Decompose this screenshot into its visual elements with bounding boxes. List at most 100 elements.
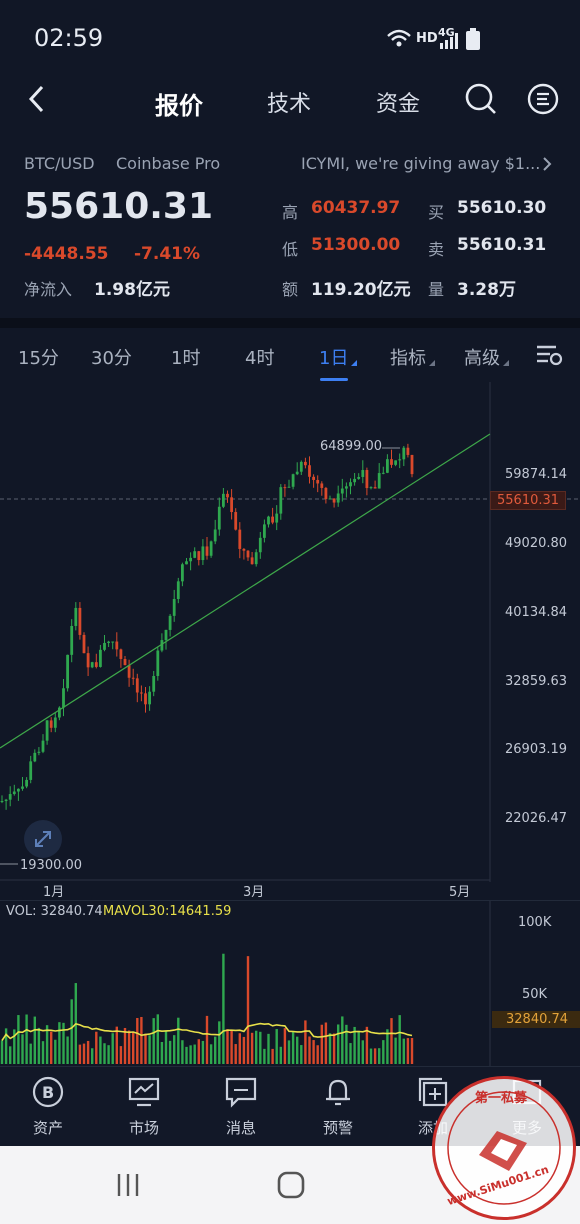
price-chart[interactable]: 64899.00 59874.14 55610.31 49020.80 4013… [0, 382, 580, 900]
nav-market-label: 市场 [128, 1119, 159, 1137]
candle-body [62, 688, 65, 708]
tf-30m[interactable]: 30分 [91, 348, 132, 369]
candle-body [201, 546, 205, 561]
high-label: 高 [282, 203, 299, 222]
nav-alerts[interactable]: 预警 [303, 1075, 373, 1138]
candle-body [271, 516, 274, 523]
volume-chart[interactable]: VOL: 32840.74 MAVOL30:14641.59 100K 50K … [0, 900, 580, 1066]
candle-body [353, 478, 356, 483]
candle-body [103, 642, 106, 650]
volume-bar [160, 1041, 164, 1064]
candle-body [140, 692, 143, 694]
svg-text:B: B [42, 1083, 54, 1102]
candle-body [131, 677, 135, 679]
expand-button[interactable] [24, 820, 62, 858]
volume-bar [218, 1021, 221, 1064]
home-icon[interactable] [276, 1170, 306, 1200]
tf-advanced[interactable]: 高级 [464, 344, 509, 370]
volume-bar [410, 1037, 414, 1064]
volume-bar [201, 1040, 205, 1064]
volume-bar [267, 1033, 270, 1064]
tab-technical[interactable]: 技术 [267, 92, 312, 117]
pair-label: BTC/USD [24, 154, 95, 173]
menu-icon[interactable] [526, 82, 560, 116]
amount-value: 119.20亿元 [311, 280, 411, 300]
candle-body [398, 459, 402, 461]
candle-body [394, 460, 397, 465]
dropdown-icon [351, 360, 358, 366]
candle-body [70, 625, 74, 655]
chart-settings-icon[interactable] [536, 342, 564, 368]
tf-4h[interactable]: 4时 [245, 348, 275, 369]
exchange-label[interactable]: Coinbase Pro [116, 154, 221, 173]
volume-bar [111, 1033, 114, 1064]
volume-bar [320, 1024, 323, 1064]
volume-bar [140, 1016, 143, 1064]
volume-bar [197, 1039, 200, 1064]
volume-bar [119, 1046, 123, 1064]
candle-body [377, 473, 381, 489]
bitcoin-icon: B [32, 1076, 64, 1108]
candle-body [115, 641, 119, 650]
tf-15m[interactable]: 15分 [18, 348, 59, 369]
volume-bar [341, 1016, 344, 1064]
vol-tick-50k: 50K [522, 987, 548, 1002]
candle-body [197, 551, 201, 561]
volume-bar [209, 1044, 213, 1064]
volume-bar [353, 1026, 356, 1064]
volume-bar [58, 1022, 61, 1064]
volume-bar [148, 1035, 151, 1064]
volume-bar [312, 1040, 315, 1064]
volume-bar [62, 1022, 65, 1064]
volume-bar [41, 1041, 45, 1064]
candle-body [275, 513, 279, 523]
candle-body [185, 561, 188, 565]
news-ticker[interactable]: ICYMI, we're giving away $1.... [301, 154, 541, 173]
candle-body [12, 791, 16, 795]
search-icon[interactable] [464, 82, 498, 116]
tab-funds[interactable]: 资金 [376, 92, 421, 117]
nav-assets[interactable]: B 资产 [13, 1075, 83, 1138]
tf-1d[interactable]: 1日 [319, 344, 358, 370]
nav-market[interactable]: 市场 [109, 1075, 179, 1138]
candle-body [230, 497, 233, 513]
amount-label: 额 [282, 280, 299, 299]
volume-bar [168, 1040, 172, 1064]
volume-bar [382, 1040, 385, 1064]
tf-1h[interactable]: 1时 [171, 348, 201, 369]
volume-bar [173, 1035, 176, 1064]
tf-indicators[interactable]: 指标 [390, 344, 435, 370]
candle-body [8, 794, 12, 800]
volume-bar [308, 1036, 311, 1064]
volume-bar [164, 1030, 168, 1064]
candle-body [222, 493, 225, 507]
candle-body [58, 707, 61, 718]
volume-bar [78, 1044, 82, 1064]
candle-body [53, 717, 57, 728]
candle-body [176, 581, 180, 599]
candle-body [279, 487, 283, 514]
volume-bar [373, 1048, 377, 1064]
volume-bar [50, 1031, 53, 1064]
low-value: 51300.00 [311, 235, 401, 255]
candle-body [213, 529, 217, 542]
back-icon[interactable] [26, 84, 48, 114]
recent-apps-icon[interactable] [116, 1172, 142, 1198]
y-tick-4: 32859.63 [505, 674, 568, 689]
volume-bar [369, 1048, 373, 1064]
chevron-right-icon[interactable] [542, 156, 552, 172]
trend-line [0, 433, 491, 749]
nav-messages[interactable]: 消息 [206, 1075, 276, 1138]
min-marker [0, 863, 18, 865]
volume-bar [103, 1043, 106, 1064]
candle-body [299, 461, 303, 472]
volume-bar [345, 1024, 348, 1064]
tab-quote[interactable]: 报价 [155, 92, 203, 120]
y-tick-5: 26903.19 [505, 742, 568, 757]
volume-bar [398, 1015, 401, 1064]
volume-bar [66, 1036, 69, 1064]
volume-bar [181, 1040, 184, 1064]
volume-bar [29, 1043, 32, 1064]
candle-body [295, 471, 299, 475]
market-icon [128, 1077, 160, 1107]
